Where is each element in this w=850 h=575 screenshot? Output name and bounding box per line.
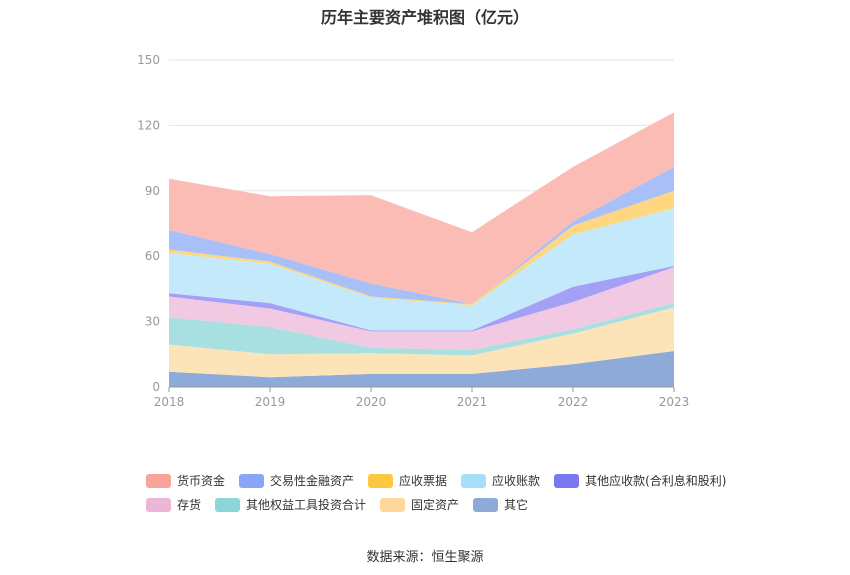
- legend-item[interactable]: 应收票据: [368, 472, 447, 489]
- legend-label: 其他应收款(合利息和股利): [585, 474, 727, 488]
- area-series-layer: [169, 112, 674, 387]
- x-tick-label: 2020: [356, 395, 387, 409]
- legend-label: 货币资金: [177, 474, 226, 488]
- x-tick-label: 2018: [154, 395, 185, 409]
- legend-label: 存货: [177, 498, 202, 512]
- y-tick-label: 0: [152, 380, 160, 394]
- legend-label: 交易性金融资产: [270, 474, 355, 488]
- legend-item[interactable]: 固定资产: [380, 496, 459, 513]
- legend-swatch: [473, 497, 499, 512]
- legend-swatch: [461, 473, 487, 488]
- legend-item[interactable]: 其他应收款(合利息和股利): [554, 472, 726, 489]
- legend-swatch: [554, 473, 580, 488]
- legend-swatch: [146, 497, 171, 512]
- area-series-8: [169, 112, 674, 305]
- legend-swatch: [239, 473, 265, 488]
- y-tick-label: 150: [137, 53, 160, 67]
- stacked-area-chart: 0 30 60 90 120 150 2018 2019 2020 2021 2022 2023: [137, 53, 689, 409]
- area-series-5: [169, 208, 674, 331]
- legend-item[interactable]: 应收账款: [461, 472, 540, 489]
- area-series-7: [169, 166, 674, 305]
- legend-label: 应收账款: [492, 474, 541, 488]
- legend-swatch: [215, 497, 241, 512]
- y-tick-label: 30: [145, 315, 160, 329]
- legend-row: 存货 其他权益工具投资合计 固定资产 其它: [146, 496, 746, 520]
- area-series-2: [169, 303, 674, 356]
- legend-swatch: [368, 473, 394, 488]
- x-tick-label: 2023: [659, 395, 690, 409]
- legend-swatch: [146, 473, 171, 488]
- legend-swatch: [380, 497, 406, 512]
- legend-item[interactable]: 货币资金: [146, 472, 225, 489]
- axes: 0 30 60 90 120 150 2018 2019 2020 2021 2022 2023: [137, 53, 689, 409]
- legend-item[interactable]: 交易性金融资产: [239, 472, 354, 489]
- area-series-1: [169, 307, 674, 378]
- legend-label: 固定资产: [411, 498, 460, 512]
- x-tick-label: 2019: [255, 395, 286, 409]
- data-source-note: 数据来源：恒生聚源: [366, 550, 484, 565]
- area-series-3: [169, 267, 674, 350]
- y-tick-label: 120: [137, 118, 160, 132]
- legend-label: 其他权益工具投资合计: [246, 498, 367, 512]
- legend-label: 其它: [504, 498, 529, 512]
- legend-label: 应收票据: [399, 474, 448, 488]
- legend: 货币资金 交易性金融资产 应收票据 应收账款 其他应收款(合利息和股利) 存货 其他权益工具…: [146, 472, 746, 520]
- chart-title: 历年主要资产堆积图（亿元）: [320, 8, 529, 27]
- legend-item[interactable]: 存货: [146, 496, 201, 513]
- legend-row: 货币资金 交易性金融资产 应收票据 应收账款 其他应收款(合利息和股利): [146, 472, 746, 496]
- area-series-0: [169, 351, 674, 387]
- y-tick-label: 60: [145, 249, 160, 263]
- x-tick-label: 2021: [457, 395, 488, 409]
- x-tick-label: 2022: [558, 395, 589, 409]
- legend-item[interactable]: 其它: [473, 496, 528, 513]
- y-tick-label: 90: [145, 184, 160, 198]
- legend-item[interactable]: 其他权益工具投资合计: [215, 496, 366, 513]
- area-series-4: [169, 266, 674, 332]
